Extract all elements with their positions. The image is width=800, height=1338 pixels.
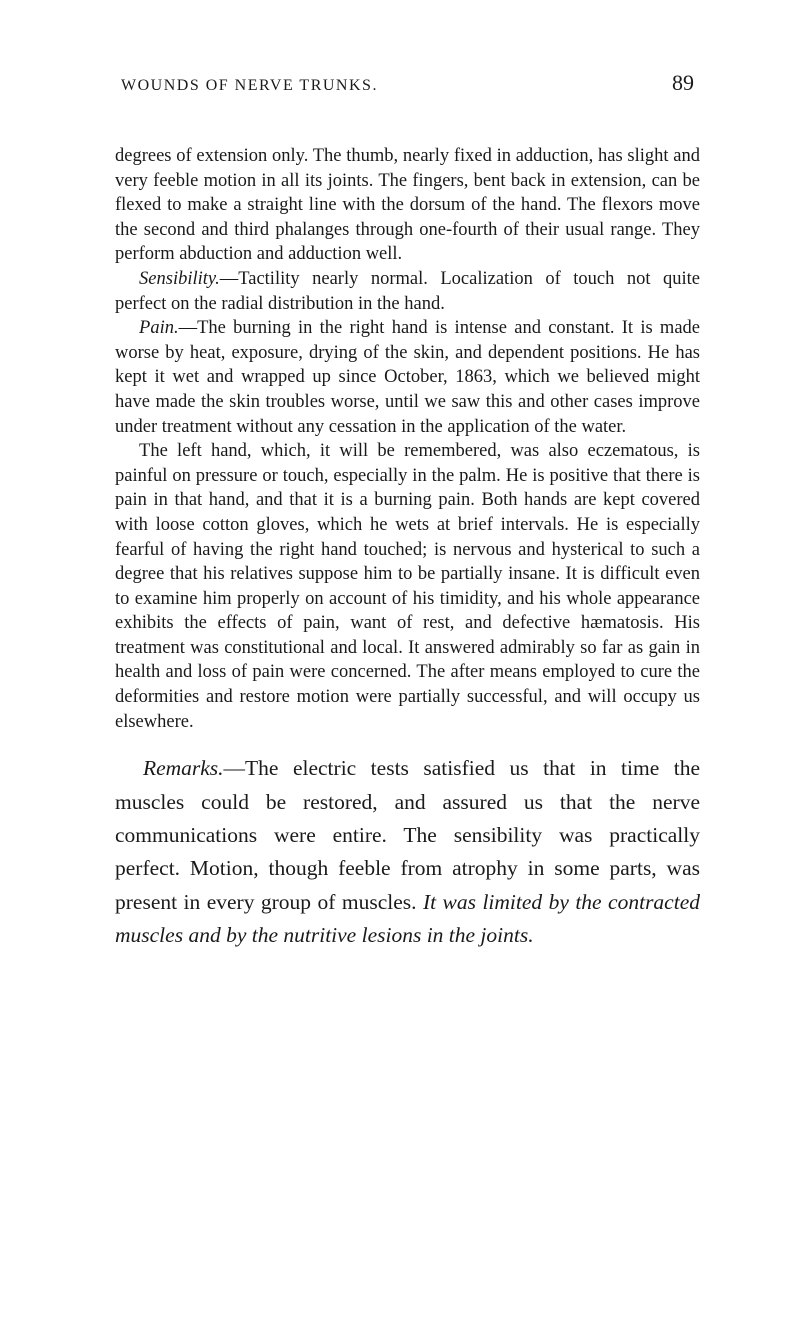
lead-word-sensibility: Sensibility.: [139, 269, 220, 289]
paragraph-gap: [115, 734, 700, 752]
lead-word-pain: Pain.: [139, 318, 179, 338]
running-head: WOUNDS OF NERVE TRUNKS.: [121, 77, 378, 95]
paragraph-1: degrees of extension only. The thumb, ne…: [115, 144, 700, 267]
lead-word-remarks: Remarks.: [143, 756, 224, 780]
paragraph-4: The left hand, which, it will be remembe…: [115, 439, 700, 734]
paragraph-3: Pain.—The burning in the right hand is i…: [115, 316, 700, 439]
page-number: 89: [672, 70, 694, 96]
paragraph-5-remarks: Remarks.—The electric tests satisfied us…: [115, 752, 700, 952]
body-text: degrees of extension only. The thumb, ne…: [115, 144, 700, 952]
paragraph-2: Sensibility.—Tactility nearly normal. Lo…: [115, 267, 700, 316]
scanned-page: WOUNDS OF NERVE TRUNKS. 89 degrees of ex…: [0, 0, 800, 1338]
paragraph-3-rest: —The burning in the right hand is intens…: [115, 318, 700, 436]
page-header: WOUNDS OF NERVE TRUNKS. 89: [115, 70, 700, 96]
